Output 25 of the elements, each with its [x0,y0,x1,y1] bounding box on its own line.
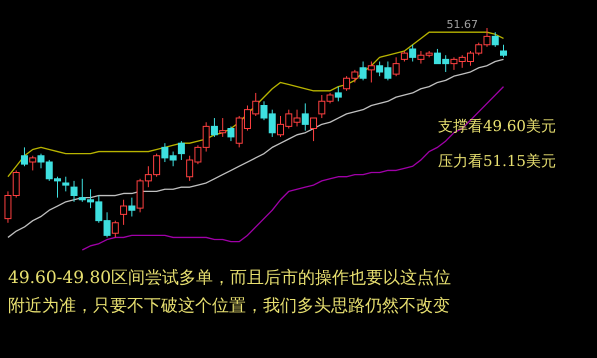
candlestick [392,56,400,77]
candlestick [210,118,218,138]
text: 附近为准，只要不下破这个位置，我们多头思路仍然不改变 [8,296,450,316]
candlestick [492,32,499,48]
candlestick [219,118,226,138]
candlestick [360,61,367,81]
candlestick [500,44,508,58]
candlestick [302,102,309,132]
candlestick [128,197,136,217]
annotation: 51.67 [446,18,478,31]
candlestick [227,126,234,142]
candlestick [310,118,318,142]
candlestick [400,50,408,62]
candlestick [70,180,78,202]
candlestick [62,176,70,192]
candlestick [368,61,375,83]
candlestick [334,86,342,102]
candlestick [20,146,28,167]
annotation: 压力看51.15美元 [438,152,556,170]
text: 49.60-49.80区间尝试多单，而且后市的操作也要以这点位 [8,268,452,288]
candlestick [112,220,119,238]
candlestick [178,140,185,160]
candlestick [29,155,36,171]
candlestick [409,44,416,62]
candlestick [120,199,128,226]
